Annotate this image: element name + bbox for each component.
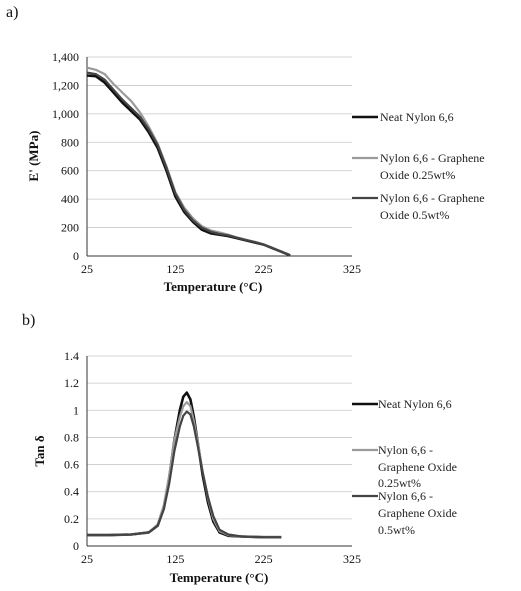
y-tick-label: 0 bbox=[73, 539, 79, 553]
y-axis-title: Tan δ bbox=[32, 435, 47, 466]
y-tick-label: 0.4 bbox=[64, 485, 79, 499]
y-tick-label: 0.8 bbox=[64, 430, 79, 444]
y-tick-label: 0.2 bbox=[64, 512, 79, 526]
legend-label: Neat Nylon 6,6 bbox=[380, 110, 454, 124]
y-tick-label: 1,200 bbox=[52, 78, 79, 92]
y-axis-title: E' (MPa) bbox=[26, 131, 41, 182]
x-tick-label: 25 bbox=[81, 262, 93, 276]
x-axis-title: Temperature (°C) bbox=[164, 279, 263, 294]
legend-label: Oxide 0.5wt% bbox=[380, 208, 449, 222]
y-tick-label: 1.2 bbox=[64, 376, 79, 390]
legend-label: Nylon 6,6 - bbox=[378, 443, 433, 457]
x-tick-label: 325 bbox=[343, 552, 361, 566]
legend-label: Nylon 6,6 - Graphene bbox=[380, 191, 485, 205]
y-tick-label: 1.4 bbox=[64, 349, 79, 363]
y-tick-label: 1 bbox=[73, 403, 79, 417]
y-tick-label: 0.6 bbox=[64, 458, 79, 472]
legend-label: 0.25wt% bbox=[378, 476, 421, 490]
legend-label: Nylon 6,6 - bbox=[378, 489, 433, 503]
x-tick-label: 225 bbox=[255, 552, 273, 566]
y-tick-label: 1,000 bbox=[52, 107, 79, 121]
x-tick-label: 125 bbox=[166, 552, 184, 566]
series-line bbox=[86, 74, 291, 257]
chart-tan-delta: 0 0.2 0.4 0.6 0.8 1 1.2 1.4 25 125 225 325 Temperatu… bbox=[32, 349, 457, 585]
y-tick-label: 0 bbox=[73, 249, 79, 263]
legend-label: Neat Nylon 6,6 bbox=[378, 397, 452, 411]
x-tick-label: 125 bbox=[166, 262, 184, 276]
y-tick-label: 200 bbox=[61, 221, 79, 235]
panel-label-b: b) bbox=[22, 312, 36, 329]
y-tick-label: 600 bbox=[61, 164, 79, 178]
legend-label: 0.5wt% bbox=[378, 523, 415, 537]
x-tick-label: 225 bbox=[255, 262, 273, 276]
legend-label: Nylon 6,6 - Graphene bbox=[380, 151, 485, 165]
series-line bbox=[87, 410, 282, 539]
series-line bbox=[86, 71, 291, 257]
legend-label: Graphene Oxide bbox=[378, 460, 457, 474]
y-tick-label: 800 bbox=[61, 135, 79, 149]
series-line bbox=[87, 401, 282, 539]
chart-storage-modulus: 0 200 400 600 800 1,000 1,200 1,400 25 125 225 325 T… bbox=[26, 50, 485, 294]
x-tick-label: 325 bbox=[343, 262, 361, 276]
y-tick-label: 400 bbox=[61, 192, 79, 206]
y-tick-label: 1,400 bbox=[52, 50, 79, 64]
panel-label-a: a) bbox=[6, 4, 19, 21]
legend-label: Oxide 0.25wt% bbox=[380, 168, 455, 182]
legend-label: Graphene Oxide bbox=[378, 506, 457, 520]
x-tick-label: 25 bbox=[81, 552, 93, 566]
x-axis-title: Temperature (°C) bbox=[170, 570, 269, 585]
